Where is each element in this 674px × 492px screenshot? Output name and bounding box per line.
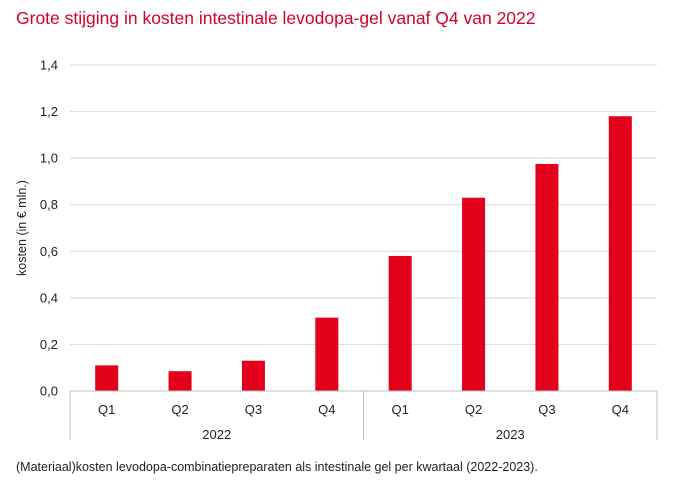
bar (315, 317, 339, 391)
x-tick-label: Q1 (392, 402, 409, 417)
bar (241, 360, 265, 391)
y-tick-label: 0,6 (40, 244, 58, 259)
x-axis: Q1 Q2 Q3 Q4 Q1 Q2 Q3 Q4 2022 2023 (69, 390, 658, 442)
group-label: 2022 (202, 427, 231, 442)
y-axis-ticks: 0,0 0,2 0,4 0,6 0,8 1,0 1,2 1,4 (40, 58, 58, 399)
y-tick-label: 0,0 (40, 384, 58, 399)
bars (95, 116, 632, 391)
x-tick-label: Q3 (538, 402, 555, 417)
x-tick-label: Q3 (245, 402, 262, 417)
y-tick-label: 1,4 (40, 58, 58, 73)
x-tick-label: Q2 (171, 402, 188, 417)
y-axis-label: kosten (in € mln.) (15, 180, 29, 276)
y-tick-label: 0,8 (40, 197, 58, 212)
y-tick-label: 1,0 (40, 151, 58, 166)
y-tick-label: 0,2 (40, 337, 58, 352)
chart-title: Grote stijging in kosten intestinale lev… (16, 8, 536, 28)
x-tick-label: Q4 (612, 402, 629, 417)
x-tick-label: Q1 (98, 402, 115, 417)
y-tick-label: 1,2 (40, 104, 58, 119)
x-tick-label: Q2 (465, 402, 482, 417)
x-tick-label: Q4 (318, 402, 335, 417)
group-label: 2023 (496, 427, 525, 442)
bar (95, 365, 119, 391)
chart-caption: (Materiaal)kosten levodopa-combinatiepre… (16, 460, 538, 474)
bar (535, 163, 559, 391)
gridlines (70, 64, 657, 345)
bar (168, 371, 192, 391)
bar (388, 255, 412, 391)
bar (608, 116, 632, 391)
y-tick-label: 0,4 (40, 290, 58, 305)
bar (462, 197, 486, 391)
